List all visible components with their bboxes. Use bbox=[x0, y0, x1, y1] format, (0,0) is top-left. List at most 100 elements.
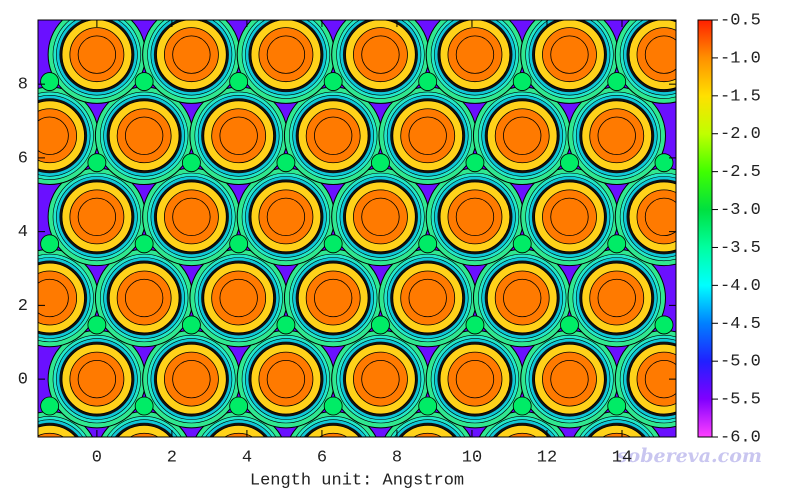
site-contour bbox=[654, 153, 674, 173]
atom-contour bbox=[117, 424, 171, 437]
site-contour bbox=[229, 396, 249, 416]
site-contour bbox=[323, 234, 343, 254]
atom-contour bbox=[219, 116, 258, 155]
site-contour bbox=[465, 315, 485, 335]
atom-contour bbox=[455, 359, 495, 399]
atom-contour bbox=[38, 278, 69, 318]
site-contour bbox=[87, 153, 107, 173]
site-contour bbox=[276, 153, 296, 173]
atom-contour bbox=[38, 432, 65, 437]
atom-contour bbox=[172, 197, 211, 237]
atom-contour bbox=[408, 278, 447, 318]
x-tick-label: 4 bbox=[242, 448, 252, 467]
atom-contour bbox=[124, 278, 164, 318]
colorbar-tick-label: -2.0 bbox=[720, 125, 761, 144]
atom-contour bbox=[495, 424, 549, 437]
atom-contour bbox=[361, 35, 400, 74]
site-contour bbox=[512, 396, 532, 416]
colorbar-tick-label: -6.0 bbox=[720, 428, 761, 447]
atom-contour bbox=[31, 441, 69, 479]
colorbar-tick-label: -4.0 bbox=[720, 277, 761, 296]
site-contour bbox=[512, 234, 532, 254]
site-contour bbox=[560, 315, 579, 335]
site-contour bbox=[276, 315, 296, 335]
atom-contour bbox=[266, 359, 306, 399]
y-tick-label: 4 bbox=[18, 223, 28, 242]
atom-contour bbox=[590, 424, 644, 437]
atom-contour bbox=[212, 424, 266, 437]
site-contour bbox=[134, 72, 154, 91]
atom-contour bbox=[266, 35, 306, 74]
x-tick-label: 6 bbox=[317, 448, 327, 467]
contour-map bbox=[31, 20, 676, 479]
site-contour bbox=[371, 153, 390, 173]
atom-contour bbox=[318, 432, 348, 437]
y-tick-label: 2 bbox=[18, 297, 28, 316]
colorbar-tick-label: -1.5 bbox=[720, 87, 761, 106]
atom-contour bbox=[597, 278, 636, 318]
site-contour bbox=[418, 234, 438, 254]
site-contour bbox=[465, 153, 485, 173]
atom-contour bbox=[550, 35, 589, 74]
atom-contour bbox=[644, 359, 676, 399]
site-contour bbox=[607, 396, 627, 416]
site-contour bbox=[182, 315, 201, 335]
site-contour bbox=[371, 315, 390, 335]
atom-contour bbox=[124, 116, 164, 155]
atom-contour bbox=[77, 35, 117, 74]
site-contour bbox=[654, 315, 674, 335]
x-tick-label: 0 bbox=[92, 448, 102, 467]
atom-contour bbox=[314, 278, 353, 318]
x-tick-label: 2 bbox=[167, 448, 177, 467]
colorbar bbox=[697, 19, 713, 438]
atom-contour bbox=[413, 432, 443, 437]
atom-contour bbox=[503, 278, 542, 318]
atom-contour bbox=[38, 116, 69, 155]
atom-contour bbox=[503, 116, 542, 155]
colorbar-tick-label: -3.5 bbox=[720, 239, 761, 258]
atom-contour bbox=[314, 116, 353, 155]
atom-contour bbox=[129, 432, 159, 437]
site-contour bbox=[87, 315, 107, 335]
site-contour bbox=[512, 72, 532, 91]
atom-contour bbox=[172, 35, 211, 74]
atom-contour bbox=[77, 197, 117, 237]
site-contour bbox=[607, 234, 627, 254]
atom-contour bbox=[644, 35, 676, 74]
site-contour bbox=[418, 72, 438, 91]
site-contour bbox=[560, 153, 579, 173]
x-axis-label: Length unit: Angstrom bbox=[250, 471, 464, 490]
site-contour bbox=[323, 72, 343, 91]
site-contour bbox=[40, 234, 60, 254]
atom-contour bbox=[503, 441, 541, 479]
atom-contour bbox=[636, 27, 676, 83]
colorbar-tick-label: -5.5 bbox=[720, 391, 761, 410]
atom-contour bbox=[455, 35, 495, 74]
atom-contour bbox=[550, 359, 589, 399]
atom-contour bbox=[172, 359, 211, 399]
atom-contour bbox=[38, 108, 78, 164]
x-tick-label: 10 bbox=[462, 448, 482, 467]
site-contour bbox=[323, 396, 343, 416]
atom-contour bbox=[361, 197, 400, 237]
y-tick-label: 0 bbox=[18, 371, 28, 390]
atom-contour bbox=[550, 197, 589, 237]
site-contour bbox=[229, 234, 249, 254]
atom-contour bbox=[455, 197, 495, 237]
atom-contour bbox=[361, 359, 400, 399]
atom-contour bbox=[636, 189, 676, 245]
atom-contour bbox=[401, 424, 455, 437]
atom-contour bbox=[636, 351, 676, 407]
atom-contour bbox=[644, 197, 676, 237]
atom-contour bbox=[125, 441, 163, 479]
atom-contour bbox=[266, 197, 306, 237]
atom-contour bbox=[602, 432, 632, 437]
x-tick-label: 12 bbox=[537, 448, 557, 467]
colorbar-tick-label: -4.5 bbox=[720, 315, 761, 334]
atom-contour bbox=[306, 424, 360, 437]
site-contour bbox=[40, 396, 60, 416]
atom-contour bbox=[224, 432, 254, 437]
atom-contour bbox=[408, 116, 447, 155]
site-contour bbox=[40, 72, 60, 91]
